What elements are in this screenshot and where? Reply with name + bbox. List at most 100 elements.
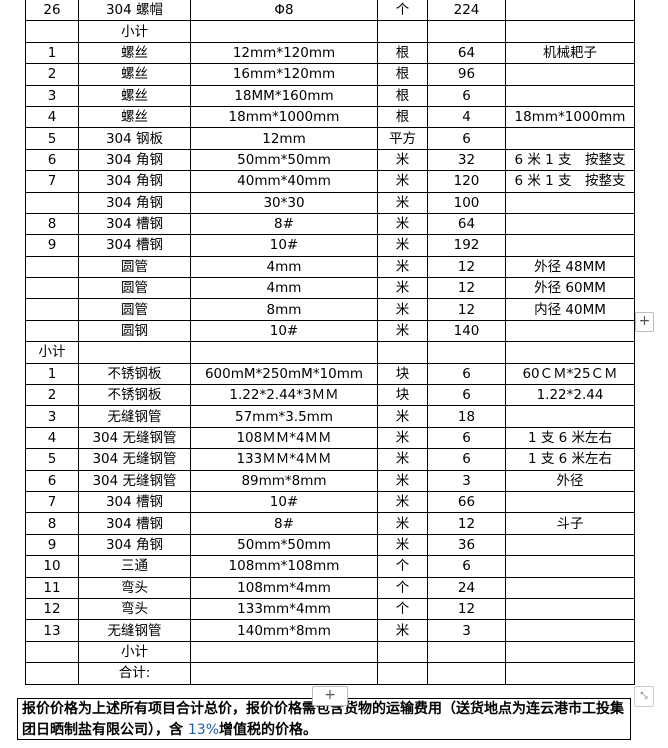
qty-cell[interactable]: 36 <box>427 533 506 557</box>
unit-cell[interactable]: 根 <box>377 84 428 107</box>
unit-cell[interactable]: 米 <box>377 533 428 557</box>
remark-cell[interactable] <box>505 555 635 578</box>
add-row-button[interactable]: + <box>312 686 348 706</box>
index-cell[interactable]: 3 <box>25 405 79 428</box>
qty-cell[interactable] <box>427 341 506 364</box>
qty-cell[interactable]: 4 <box>427 105 506 129</box>
spec-cell[interactable] <box>190 640 378 664</box>
index-cell[interactable]: 1 <box>25 362 79 386</box>
qty-cell[interactable]: 3 <box>427 619 506 642</box>
qty-cell[interactable]: 6 <box>427 384 506 407</box>
unit-cell[interactable]: 米 <box>377 490 428 514</box>
qty-cell[interactable]: 120 <box>427 170 506 193</box>
index-cell[interactable]: 小计 <box>25 341 79 364</box>
name-cell[interactable]: 304 钢板 <box>78 127 191 150</box>
unit-cell[interactable] <box>377 662 428 685</box>
qty-cell[interactable] <box>427 662 506 685</box>
spec-cell[interactable]: 18MM*160mm <box>190 84 378 107</box>
remark-cell[interactable] <box>505 533 635 557</box>
spec-cell[interactable]: 40mm*40mm <box>190 170 378 193</box>
unit-cell[interactable]: 米 <box>377 212 428 236</box>
spec-cell[interactable]: 10# <box>190 234 378 257</box>
spec-cell[interactable]: 50mm*50mm <box>190 148 378 172</box>
index-cell[interactable]: 8 <box>25 512 79 535</box>
unit-cell[interactable]: 个 <box>377 555 428 578</box>
name-cell[interactable]: 304 无缝钢管 <box>78 448 191 471</box>
spec-cell[interactable]: 57mm*3.5mm <box>190 405 378 428</box>
name-cell[interactable]: 弯头 <box>78 597 191 621</box>
remark-cell[interactable] <box>505 63 635 86</box>
index-cell[interactable] <box>25 255 79 279</box>
index-cell[interactable]: 7 <box>25 490 79 514</box>
index-cell[interactable]: 11 <box>25 576 79 599</box>
spec-cell[interactable]: 108ＭＭ*4ＭＭ <box>190 426 378 450</box>
name-cell[interactable]: 304 槽钢 <box>78 512 191 535</box>
index-cell[interactable]: 4 <box>25 426 79 450</box>
index-cell[interactable]: 13 <box>25 619 79 642</box>
name-cell[interactable]: 304 无缝钢管 <box>78 469 191 492</box>
remark-cell[interactable]: 1 支 6 米左右 <box>505 448 635 471</box>
resize-table-icon[interactable]: ⤡ <box>634 686 654 707</box>
name-cell[interactable]: 304 无缝钢管 <box>78 426 191 450</box>
spec-cell[interactable]: 133ＭＭ*4ＭＭ <box>190 448 378 471</box>
name-cell[interactable]: 三通 <box>78 555 191 578</box>
unit-cell[interactable]: 个 <box>377 0 428 22</box>
name-cell[interactable]: 不锈钢板 <box>78 362 191 386</box>
unit-cell[interactable]: 个 <box>377 576 428 599</box>
name-cell[interactable]: 圆钢 <box>78 319 191 343</box>
remark-cell[interactable] <box>505 490 635 514</box>
spec-cell[interactable]: 12mm <box>190 127 378 150</box>
qty-cell[interactable]: 12 <box>427 512 506 535</box>
qty-cell[interactable]: 66 <box>427 490 506 514</box>
name-cell[interactable]: 小计 <box>78 20 191 43</box>
remark-cell[interactable] <box>505 20 635 43</box>
qty-cell[interactable]: 6 <box>427 127 506 150</box>
name-cell[interactable]: 304 角钢 <box>78 191 191 214</box>
qty-cell[interactable]: 64 <box>427 212 506 236</box>
unit-cell[interactable]: 米 <box>377 170 428 193</box>
qty-cell[interactable]: 224 <box>427 0 506 22</box>
qty-cell[interactable]: 32 <box>427 148 506 172</box>
name-cell[interactable]: 不锈钢板 <box>78 384 191 407</box>
spec-cell[interactable]: 30*30 <box>190 191 378 214</box>
remark-cell[interactable] <box>505 619 635 642</box>
name-cell[interactable]: 圆管 <box>78 298 191 321</box>
index-cell[interactable]: 2 <box>25 384 79 407</box>
spec-cell[interactable]: 89mm*8mm <box>190 469 378 492</box>
qty-cell[interactable]: 12 <box>427 277 506 300</box>
qty-cell[interactable]: 6 <box>427 84 506 107</box>
remark-cell[interactable]: 6 米 1 支 按整支 <box>505 170 635 193</box>
name-cell[interactable]: 304 槽钢 <box>78 490 191 514</box>
remark-cell[interactable] <box>505 341 635 364</box>
name-cell[interactable]: 螺丝 <box>78 63 191 86</box>
spec-cell[interactable]: 8# <box>190 212 378 236</box>
spec-cell[interactable]: 4mm <box>190 277 378 300</box>
unit-cell[interactable]: 米 <box>377 191 428 214</box>
qty-cell[interactable] <box>427 640 506 664</box>
spec-cell[interactable]: 8mm <box>190 298 378 321</box>
qty-cell[interactable]: 96 <box>427 63 506 86</box>
unit-cell[interactable]: 米 <box>377 277 428 300</box>
remark-cell[interactable] <box>505 127 635 150</box>
remark-cell[interactable]: 6 米 1 支 按整支 <box>505 148 635 172</box>
index-cell[interactable]: 6 <box>25 469 79 492</box>
spec-cell[interactable]: 108mm*4mm <box>190 576 378 599</box>
spec-cell[interactable]: 50mm*50mm <box>190 533 378 557</box>
index-cell[interactable] <box>25 298 79 321</box>
spec-cell[interactable]: 18mm*1000mm <box>190 105 378 129</box>
spec-cell[interactable]: 8# <box>190 512 378 535</box>
unit-cell[interactable] <box>377 341 428 364</box>
add-column-button[interactable]: + <box>635 312 654 332</box>
qty-cell[interactable]: 12 <box>427 298 506 321</box>
unit-cell[interactable]: 米 <box>377 255 428 279</box>
remark-cell[interactable]: 60ＣＭ*25ＣＭ <box>505 362 635 386</box>
index-cell[interactable] <box>25 20 79 43</box>
index-cell[interactable] <box>25 191 79 214</box>
index-cell[interactable]: 12 <box>25 597 79 621</box>
spec-cell[interactable]: 600mM*250mM*10mm <box>190 362 378 386</box>
index-cell[interactable]: 8 <box>25 212 79 236</box>
remark-cell[interactable] <box>505 597 635 621</box>
index-cell[interactable] <box>25 640 79 664</box>
remark-cell[interactable]: 外径 60MM <box>505 277 635 300</box>
qty-cell[interactable] <box>427 20 506 43</box>
